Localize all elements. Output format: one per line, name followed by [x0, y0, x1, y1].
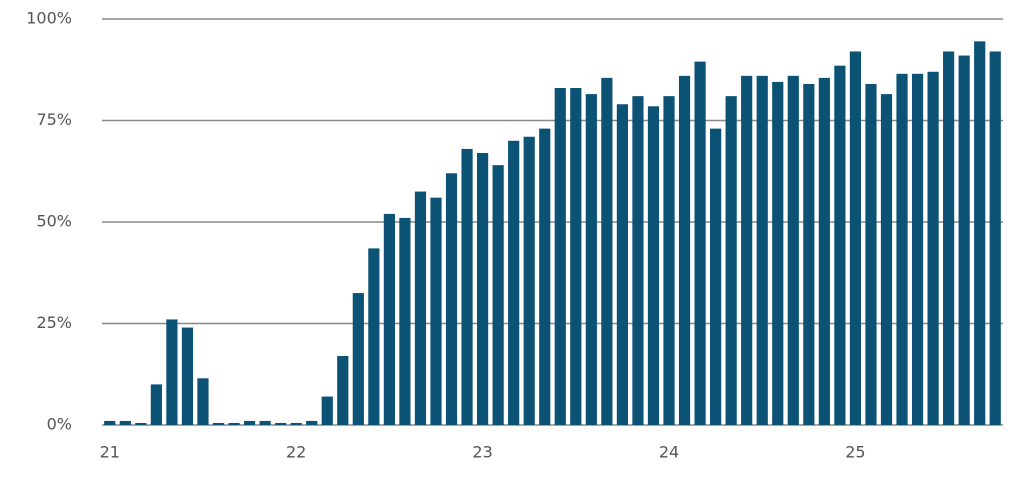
bar [896, 73, 908, 425]
bar [741, 75, 753, 425]
y-tick-label: 75% [36, 110, 72, 129]
x-tick-label: 22 [286, 443, 306, 462]
x-tick-label: 21 [100, 443, 120, 462]
bar [492, 165, 504, 425]
bar [570, 88, 582, 426]
bar [989, 51, 1001, 425]
bar [212, 422, 225, 425]
bar [383, 213, 395, 425]
bar [259, 420, 271, 425]
x-tick-label: 24 [659, 443, 679, 462]
bar [849, 51, 862, 425]
bar [756, 75, 768, 425]
y-tick-label: 25% [36, 313, 72, 332]
bar [710, 128, 722, 425]
bar [678, 75, 691, 425]
bar [119, 420, 131, 425]
bar [632, 96, 644, 425]
y-tick-label: 50% [36, 212, 72, 231]
bar [228, 422, 240, 425]
bar [321, 396, 333, 425]
bar [865, 83, 877, 426]
bar [197, 378, 209, 425]
bar [150, 384, 162, 425]
bar [368, 248, 380, 425]
bar [647, 106, 660, 425]
bar [880, 94, 893, 426]
bar [523, 136, 535, 426]
bar [911, 73, 924, 425]
bar [461, 148, 473, 426]
bar [694, 61, 706, 425]
bar [166, 319, 178, 425]
bar [539, 128, 551, 425]
bar [803, 83, 815, 426]
bar [974, 41, 986, 425]
bar [430, 197, 442, 425]
x-tick-label: 25 [845, 443, 865, 462]
bar [585, 94, 597, 426]
bar [352, 293, 364, 425]
y-tick-label: 100% [26, 9, 72, 28]
bar [290, 422, 302, 425]
bar [927, 71, 939, 425]
bar [834, 65, 846, 425]
bar [725, 96, 737, 425]
bar [787, 75, 799, 425]
bar [663, 96, 675, 425]
bar [243, 420, 256, 425]
bar [508, 140, 520, 426]
bar [306, 420, 318, 425]
y-tick-label: 0% [47, 415, 72, 434]
x-tick-label: 23 [472, 443, 492, 462]
bar [958, 55, 970, 425]
bar [181, 327, 194, 425]
bar [554, 88, 566, 426]
bar [275, 422, 287, 425]
bar [399, 217, 411, 425]
bar [414, 191, 427, 425]
bar [337, 355, 349, 425]
bar [601, 77, 613, 426]
bar [943, 51, 955, 425]
bar [135, 422, 147, 425]
bar [616, 104, 628, 425]
bar [445, 173, 458, 425]
bar [477, 152, 489, 426]
bar [104, 420, 116, 425]
bar [818, 77, 830, 426]
bar [772, 81, 784, 426]
